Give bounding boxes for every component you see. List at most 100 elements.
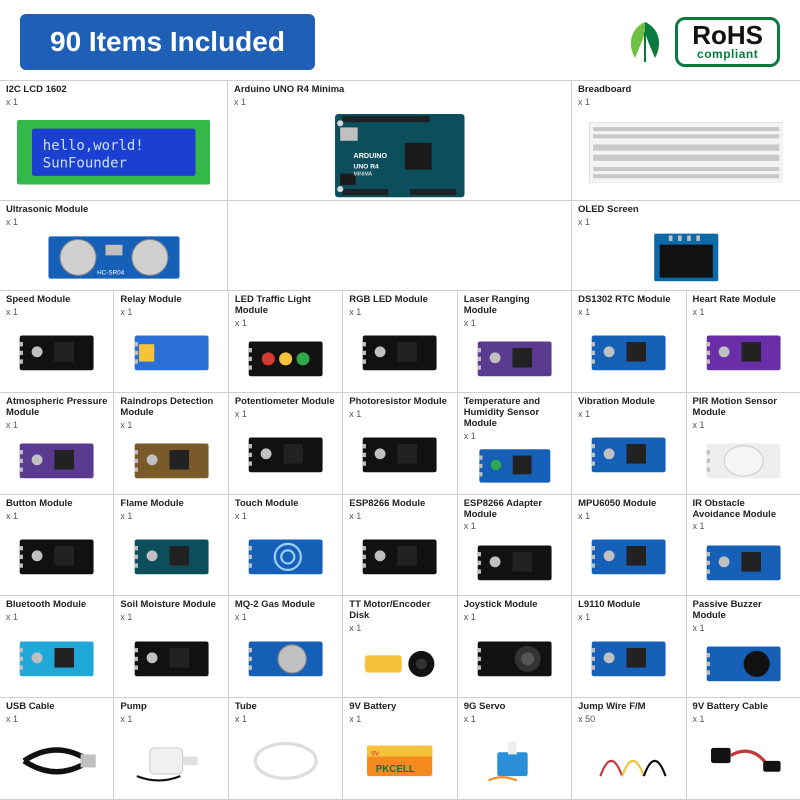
cell-qty: x 1 [578,612,679,622]
cell-label: Photoresistor Module [349,397,450,408]
cell-image [235,622,336,695]
cell-label: Soil Moisture Module [120,600,221,611]
grid-cell-oled: OLED Screen x 1 [572,201,800,290]
cell-image [578,227,794,288]
grid-row: Speed Modulex 1Relay Modulex 1LED Traffi… [0,291,800,393]
cell-image [120,724,221,797]
cell-qty: x 1 [693,623,794,633]
cell-image [235,419,336,492]
cell-qty: x 1 [6,97,221,107]
cell-qty: x 1 [6,217,221,227]
grid-cell: MPU6050 Modulex 1 [572,495,686,596]
grid-cell: Temperature and Humidity Sensor Modulex … [458,393,572,494]
rohs-box: RoHS compliant [675,17,780,67]
svg-text:PKCELL: PKCELL [376,763,415,774]
cell-qty: x 1 [235,318,336,328]
cell-qty: x 1 [349,623,450,633]
cell-qty: x 1 [349,714,450,724]
grid-cell: RGB LED Modulex 1 [343,291,457,392]
cell-qty: x 1 [464,612,565,622]
grid-cell: Speed Modulex 1 [0,291,114,392]
cell-label: Laser Ranging Module [464,295,565,317]
grid-cell: Flame Modulex 1 [114,495,228,596]
cell-label: Speed Module [6,295,107,306]
cell-qty: x 1 [234,97,565,107]
cell-label: Joystick Module [464,600,565,611]
cell-image [464,328,565,390]
cell-label: ESP8266 Adapter Module [464,499,565,521]
cell-qty: x 1 [578,511,679,521]
cell-image [6,724,107,797]
cell-qty: x 1 [578,217,794,227]
cell-image: PKCELL 9V [349,724,450,797]
cell-image [578,724,679,797]
cell-image [578,317,679,390]
grid-cell: USB Cablex 1 [0,698,114,799]
cell-label: Breadboard [578,85,794,96]
svg-text:MINIMA: MINIMA [353,171,372,177]
cell-image [693,724,794,797]
svg-text:ARDUINO: ARDUINO [353,151,387,160]
grid-row: USB Cablex 1Pumpx 1Tubex 19V Batteryx 1P… [0,698,800,800]
grid-cell: Laser Ranging Modulex 1 [458,291,572,392]
grid-cell: Button Modulex 1 [0,495,114,596]
cell-image [235,328,336,390]
grid-cell: Tubex 1 [229,698,343,799]
cell-qty: x 1 [235,612,336,622]
cell-qty: x 1 [120,714,221,724]
grid-cell-arduino-cont [228,201,572,290]
header: 90 Items Included RoHS compliant [0,0,800,80]
cell-image [693,430,794,492]
cell-label: PIR Motion Sensor Module [693,397,794,419]
cell-qty: x 1 [6,612,107,622]
cell-label: Potentiometer Module [235,397,336,408]
cell-label: USB Cable [6,702,107,713]
cell-qty: x 1 [578,97,794,107]
cell-qty: x 1 [6,420,107,430]
cell-label: Touch Module [235,499,336,510]
cell-image [120,430,221,492]
grid-cell: ESP8266 Adapter Modulex 1 [458,495,572,596]
grid-row: Button Modulex 1Flame Modulex 1Touch Mod… [0,495,800,597]
cell-label: I2C LCD 1602 [6,85,221,96]
grid-row: Ultrasonic Module x 1 HC-SR04 OLED Scree… [0,201,800,291]
cell-label: MQ-2 Gas Module [235,600,336,611]
grid-cell: Passive Buzzer Modulex 1 [687,596,800,697]
cell-qty: x 1 [693,420,794,430]
cell-image [349,633,450,695]
cell-image [464,531,565,593]
cell-image [693,633,794,695]
cell-label: RGB LED Module [349,295,450,306]
cell-qty: x 1 [120,307,221,317]
cell-image [120,622,221,695]
grid-cell: Soil Moisture Modulex 1 [114,596,228,697]
cell-qty: x 1 [6,511,107,521]
grid-cell: DS1302 RTC Modulex 1 [572,291,686,392]
svg-text:9V: 9V [372,750,381,757]
cell-qty: x 1 [349,409,450,419]
cell-label: L9110 Module [578,600,679,611]
cell-image [464,441,565,492]
cell-image [578,107,794,198]
cell-label: LED Traffic Light Module [235,295,336,317]
cell-label: 9V Battery Cable [693,702,794,713]
grid-cell: Vibration Modulex 1 [572,393,686,494]
cell-label: IR Obstacle Avoidance Module [693,499,794,521]
cell-label: Temperature and Humidity Sensor Module [464,397,565,430]
grid-cell: Jump Wire F/Mx 50 [572,698,686,799]
rohs-sub: compliant [692,48,763,60]
grid-cell: 9V Batteryx 1PKCELL9V [343,698,457,799]
cell-label: TT Motor/Encoder Disk [349,600,450,622]
cell-qty: x 50 [578,714,679,724]
cell-image [120,317,221,390]
cell-qty: x 1 [235,714,336,724]
cell-qty: x 1 [693,714,794,724]
cell-label: Button Module [6,499,107,510]
cell-image: hello,world! SunFounder [6,107,221,198]
grid-cell: Touch Modulex 1 [229,495,343,596]
cell-image [693,531,794,593]
rohs-compliance: RoHS compliant [621,17,780,67]
title-badge: 90 Items Included [20,14,315,70]
cell-label: Passive Buzzer Module [693,600,794,622]
cell-image [349,317,450,390]
